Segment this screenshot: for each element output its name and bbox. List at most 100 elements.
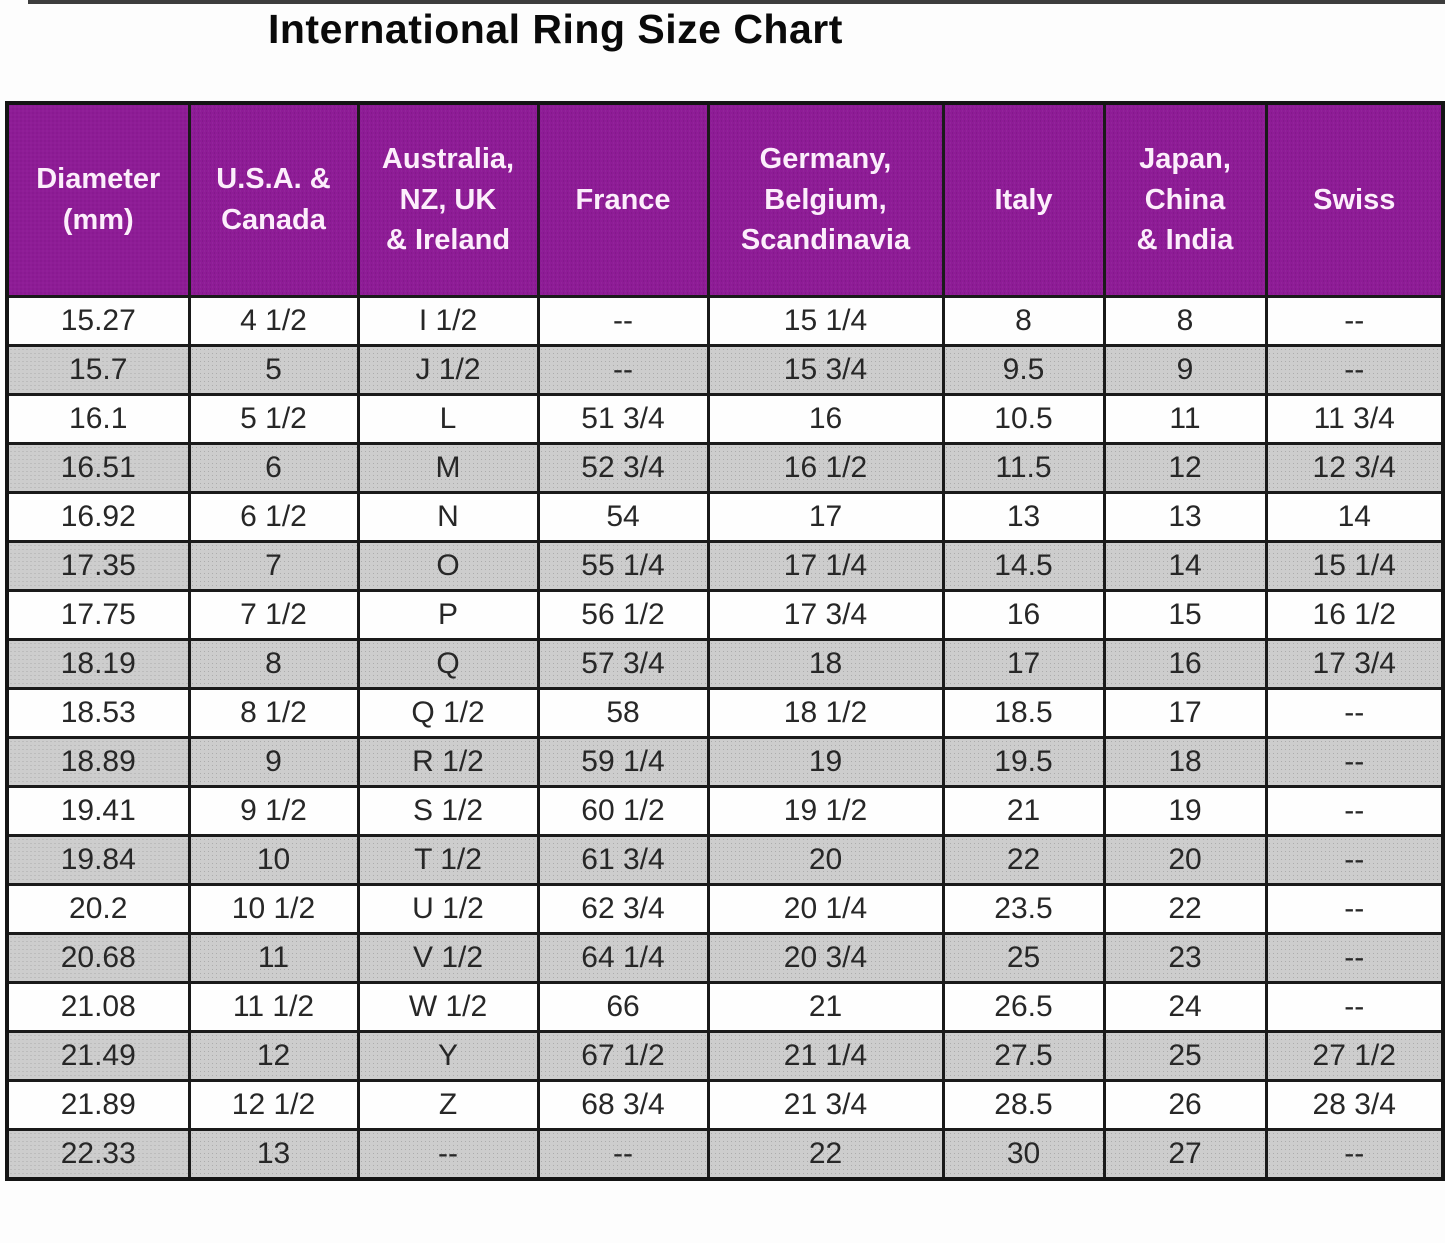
cell-italy: 30 xyxy=(941,1128,1106,1181)
table-body: 15.27 4 1/2 I 1/2 -- 15 1/4 8 8 -- 15.7 5 J 1/2 -- 1… xyxy=(5,295,1445,1181)
table-row: 21.49 12 Y 67 1/2 21 1/4 27.5 25 27 1/2 xyxy=(5,1030,1445,1082)
column-header-diameter-mm: Diameter (mm) xyxy=(5,101,191,298)
column-header-australia-nz-uk-ireland: Australia, NZ, UK & Ireland xyxy=(356,101,540,298)
cell-swiss: -- xyxy=(1264,834,1445,886)
cell-japan-china-india: 27 xyxy=(1102,1128,1268,1181)
cell-diameter-mm: 21.89 xyxy=(5,1079,191,1131)
cell-japan-china-india: 15 xyxy=(1102,589,1268,641)
table-row: 22.33 13 -- -- 22 30 27 -- xyxy=(5,1128,1445,1181)
cell-germany-belgium-scandinavia: 17 1/4 xyxy=(706,540,945,592)
header-row: Diameter (mm) U.S.A. & Canada Australia, N… xyxy=(5,101,1445,298)
cell-france: -- xyxy=(536,344,710,396)
column-header-japan-china-india: Japan, China & India xyxy=(1102,101,1268,298)
cell-swiss: 12 3/4 xyxy=(1264,442,1445,494)
cell-swiss: -- xyxy=(1264,785,1445,837)
cell-australia-nz-uk-ireland: L xyxy=(356,393,540,445)
column-header-france: France xyxy=(536,101,710,298)
cell-japan-china-india: 25 xyxy=(1102,1030,1268,1082)
table-row: 19.84 10 T 1/2 61 3/4 20 22 20 -- xyxy=(5,834,1445,886)
cell-germany-belgium-scandinavia: 22 xyxy=(706,1128,945,1181)
cell-diameter-mm: 20.68 xyxy=(5,932,191,984)
cell-italy: 22 xyxy=(941,834,1106,886)
cell-italy: 23.5 xyxy=(941,883,1106,935)
cell-japan-china-india: 18 xyxy=(1102,736,1268,788)
cell-germany-belgium-scandinavia: 17 xyxy=(706,491,945,543)
cell-australia-nz-uk-ireland: V 1/2 xyxy=(356,932,540,984)
cell-italy: 25 xyxy=(941,932,1106,984)
table-row: 18.53 8 1/2 Q 1/2 58 18 1/2 18.5 17 -- xyxy=(5,687,1445,739)
cell-germany-belgium-scandinavia: 19 xyxy=(706,736,945,788)
cell-usa-canada: 7 1/2 xyxy=(187,589,360,641)
cell-usa-canada: 10 xyxy=(187,834,360,886)
table-row: 21.89 12 1/2 Z 68 3/4 21 3/4 28.5 26 28 3/4 xyxy=(5,1079,1445,1131)
cell-diameter-mm: 19.41 xyxy=(5,785,191,837)
cell-usa-canada: 9 1/2 xyxy=(187,785,360,837)
cell-usa-canada: 6 xyxy=(187,442,360,494)
cell-germany-belgium-scandinavia: 16 xyxy=(706,393,945,445)
cell-swiss: -- xyxy=(1264,344,1445,396)
cell-germany-belgium-scandinavia: 18 xyxy=(706,638,945,690)
cell-italy: 26.5 xyxy=(941,981,1106,1033)
cell-japan-china-india: 12 xyxy=(1102,442,1268,494)
cell-swiss: -- xyxy=(1264,1128,1445,1181)
top-rule-divider xyxy=(28,0,1445,4)
table-row: 16.1 5 1/2 L 51 3/4 16 10.5 11 11 3/4 xyxy=(5,393,1445,445)
cell-swiss: -- xyxy=(1264,687,1445,739)
cell-germany-belgium-scandinavia: 21 xyxy=(706,981,945,1033)
cell-germany-belgium-scandinavia: 17 3/4 xyxy=(706,589,945,641)
cell-japan-china-india: 26 xyxy=(1102,1079,1268,1131)
cell-italy: 16 xyxy=(941,589,1106,641)
ring-size-table: Diameter (mm) U.S.A. & Canada Australia, N… xyxy=(5,101,1445,1181)
column-header-germany-belgium-scandinavia: Germany, Belgium, Scandinavia xyxy=(706,101,945,298)
cell-diameter-mm: 18.89 xyxy=(5,736,191,788)
cell-australia-nz-uk-ireland: S 1/2 xyxy=(356,785,540,837)
cell-usa-canada: 12 xyxy=(187,1030,360,1082)
cell-swiss: 14 xyxy=(1264,491,1445,543)
cell-diameter-mm: 18.19 xyxy=(5,638,191,690)
cell-france: 66 xyxy=(536,981,710,1033)
cell-swiss: 15 1/4 xyxy=(1264,540,1445,592)
cell-france: 56 1/2 xyxy=(536,589,710,641)
table-row: 20.2 10 1/2 U 1/2 62 3/4 20 1/4 23.5 22 -- xyxy=(5,883,1445,935)
cell-italy: 13 xyxy=(941,491,1106,543)
cell-usa-canada: 5 xyxy=(187,344,360,396)
column-header-usa-canada: U.S.A. & Canada xyxy=(187,101,360,298)
cell-germany-belgium-scandinavia: 16 1/2 xyxy=(706,442,945,494)
cell-japan-china-india: 17 xyxy=(1102,687,1268,739)
table-header: Diameter (mm) U.S.A. & Canada Australia, N… xyxy=(5,101,1445,298)
cell-germany-belgium-scandinavia: 15 3/4 xyxy=(706,344,945,396)
cell-germany-belgium-scandinavia: 15 1/4 xyxy=(706,295,945,347)
cell-usa-canada: 11 xyxy=(187,932,360,984)
cell-japan-china-india: 8 xyxy=(1102,295,1268,347)
cell-australia-nz-uk-ireland: N xyxy=(356,491,540,543)
cell-swiss: -- xyxy=(1264,736,1445,788)
cell-italy: 21 xyxy=(941,785,1106,837)
cell-germany-belgium-scandinavia: 20 3/4 xyxy=(706,932,945,984)
cell-japan-china-india: 23 xyxy=(1102,932,1268,984)
cell-diameter-mm: 19.84 xyxy=(5,834,191,886)
cell-germany-belgium-scandinavia: 21 3/4 xyxy=(706,1079,945,1131)
cell-france: 62 3/4 xyxy=(536,883,710,935)
cell-swiss: -- xyxy=(1264,883,1445,935)
cell-australia-nz-uk-ireland: U 1/2 xyxy=(356,883,540,935)
cell-france: 52 3/4 xyxy=(536,442,710,494)
cell-usa-canada: 5 1/2 xyxy=(187,393,360,445)
cell-japan-china-india: 11 xyxy=(1102,393,1268,445)
cell-france: 51 3/4 xyxy=(536,393,710,445)
cell-germany-belgium-scandinavia: 21 1/4 xyxy=(706,1030,945,1082)
cell-germany-belgium-scandinavia: 20 xyxy=(706,834,945,886)
cell-italy: 17 xyxy=(941,638,1106,690)
cell-australia-nz-uk-ireland: -- xyxy=(356,1128,540,1181)
cell-usa-canada: 4 1/2 xyxy=(187,295,360,347)
cell-italy: 11.5 xyxy=(941,442,1106,494)
cell-usa-canada: 12 1/2 xyxy=(187,1079,360,1131)
table-row: 18.19 8 Q 57 3/4 18 17 16 17 3/4 xyxy=(5,638,1445,690)
cell-italy: 18.5 xyxy=(941,687,1106,739)
table-row: 21.08 11 1/2 W 1/2 66 21 26.5 24 -- xyxy=(5,981,1445,1033)
cell-france: 64 1/4 xyxy=(536,932,710,984)
table-row: 15.7 5 J 1/2 -- 15 3/4 9.5 9 -- xyxy=(5,344,1445,396)
cell-australia-nz-uk-ireland: P xyxy=(356,589,540,641)
cell-france: 60 1/2 xyxy=(536,785,710,837)
cell-italy: 10.5 xyxy=(941,393,1106,445)
